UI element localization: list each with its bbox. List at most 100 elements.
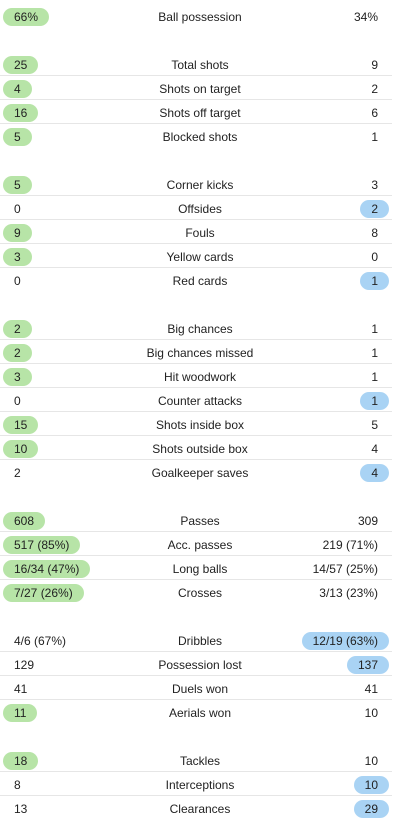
away-value: 2: [371, 82, 378, 96]
home-value: 8: [14, 778, 21, 792]
home-value: 18: [3, 752, 39, 770]
home-value: 608: [3, 512, 46, 530]
home-value: 129: [14, 658, 35, 672]
away-value: 3: [371, 178, 378, 192]
away-value: 14/57 (25%): [312, 562, 378, 576]
away-value: 0: [371, 250, 378, 264]
home-value: 0: [14, 202, 21, 216]
stat-row: 16 Shots off target 6: [0, 100, 392, 124]
stat-label: Counter attacks: [157, 394, 243, 408]
away-value: 34%: [353, 10, 378, 24]
home-value: 10: [3, 440, 39, 458]
home-value: 7/27 (26%): [3, 584, 84, 602]
home-value: 5: [3, 176, 32, 194]
home-value: 2: [3, 320, 32, 338]
home-value: 3: [3, 368, 32, 386]
away-value: 1: [371, 130, 378, 144]
stat-row: 129 Possession lost 137: [0, 652, 392, 676]
stat-row: 16/34 (47%) Long balls 14/57 (25%): [0, 556, 392, 580]
stat-label: Acc. passes: [167, 538, 233, 552]
stat-row: 2 Big chances 1: [0, 316, 392, 340]
stat-row: 0 Red cards 1: [0, 268, 392, 292]
stat-label: Clearances: [169, 802, 231, 816]
stat-row: 9 Fouls 8: [0, 220, 392, 244]
away-value: 41: [364, 682, 378, 696]
stat-label: Corner kicks: [166, 178, 234, 192]
away-value: 12/19 (63%): [301, 632, 389, 650]
away-value: 10: [364, 706, 378, 720]
away-value: 3/13 (23%): [319, 586, 378, 600]
home-value: 9: [3, 224, 32, 242]
home-value: 11: [3, 704, 38, 722]
stat-label: Passes: [180, 514, 220, 528]
stat-label: Dribbles: [177, 634, 222, 648]
stat-row: 608 Passes 309: [0, 508, 392, 532]
stat-row: 2 Goalkeeper saves 4: [0, 460, 392, 484]
stat-row: 8 Interceptions 10: [0, 772, 392, 796]
away-value: 8: [371, 226, 378, 240]
stat-row: 18 Tackles 10: [0, 748, 392, 772]
away-value: 1: [360, 392, 389, 410]
away-value: 29: [353, 800, 389, 818]
away-value: 10: [353, 776, 389, 794]
home-value: 25: [3, 56, 39, 74]
away-value: 10: [364, 754, 378, 768]
stat-label: Blocked shots: [162, 130, 238, 144]
away-value: 219 (71%): [322, 538, 378, 552]
stat-label: Fouls: [185, 226, 215, 240]
home-value: 4: [3, 80, 32, 98]
home-value: 41: [14, 682, 28, 696]
stat-label: Offsides: [178, 202, 222, 216]
home-value: 0: [14, 394, 21, 408]
stat-row: 4 Shots on target 2: [0, 76, 392, 100]
away-value: 5: [371, 418, 378, 432]
stat-label: Big chances missed: [146, 346, 254, 360]
stat-label: Shots on target: [159, 82, 241, 96]
stat-row: 10 Shots outside box 4: [0, 436, 392, 460]
home-value: 2: [14, 466, 21, 480]
stat-row: 2 Big chances missed 1: [0, 340, 392, 364]
away-value: 9: [371, 58, 378, 72]
stat-label: Shots inside box: [155, 418, 245, 432]
away-value: 1: [371, 322, 378, 336]
home-value: 16: [3, 104, 39, 122]
stat-label: Total shots: [171, 58, 229, 72]
stat-row: 7/27 (26%) Crosses 3/13 (23%): [0, 580, 392, 604]
home-value: 517 (85%): [3, 536, 81, 554]
home-value: 0: [14, 274, 21, 288]
away-value: 1: [360, 272, 389, 290]
stat-label: Duels won: [171, 682, 229, 696]
away-value: 309: [357, 514, 378, 528]
home-value: 5: [3, 128, 32, 146]
stat-label: Crosses: [177, 586, 222, 600]
away-value: 1: [371, 346, 378, 360]
stat-label: Shots off target: [159, 106, 241, 120]
stat-label: Long balls: [172, 562, 228, 576]
stat-label: Yellow cards: [166, 250, 234, 264]
stat-label: Ball possession: [158, 10, 242, 24]
stat-label: Possession lost: [158, 658, 242, 672]
stat-label: Big chances: [167, 322, 233, 336]
away-value: 1: [371, 370, 378, 384]
stat-label: Hit woodwork: [163, 370, 237, 384]
stat-label: Shots outside box: [152, 442, 248, 456]
stat-row: 0 Counter attacks 1: [0, 388, 392, 412]
stat-row: 13 Clearances 29: [0, 796, 392, 820]
stat-row: 25 Total shots 9: [0, 52, 392, 76]
stat-row: 11 Aerials won 10: [0, 700, 392, 724]
stat-row: 5 Corner kicks 3: [0, 172, 392, 196]
away-value: 4: [360, 464, 389, 482]
stat-label: Red cards: [172, 274, 228, 288]
stat-row: 15 Shots inside box 5: [0, 412, 392, 436]
stat-row: 41 Duels won 41: [0, 676, 392, 700]
home-value: 13: [14, 802, 28, 816]
stat-row: 0 Offsides 2: [0, 196, 392, 220]
stat-label: Interceptions: [165, 778, 235, 792]
stat-row: 3 Hit woodwork 1: [0, 364, 392, 388]
stat-row: 517 (85%) Acc. passes 219 (71%): [0, 532, 392, 556]
home-value: 3: [3, 248, 32, 266]
home-value: 16/34 (47%): [3, 560, 91, 578]
stat-label: Goalkeeper saves: [151, 466, 249, 480]
away-value: 6: [371, 106, 378, 120]
stat-row: 3 Yellow cards 0: [0, 244, 392, 268]
